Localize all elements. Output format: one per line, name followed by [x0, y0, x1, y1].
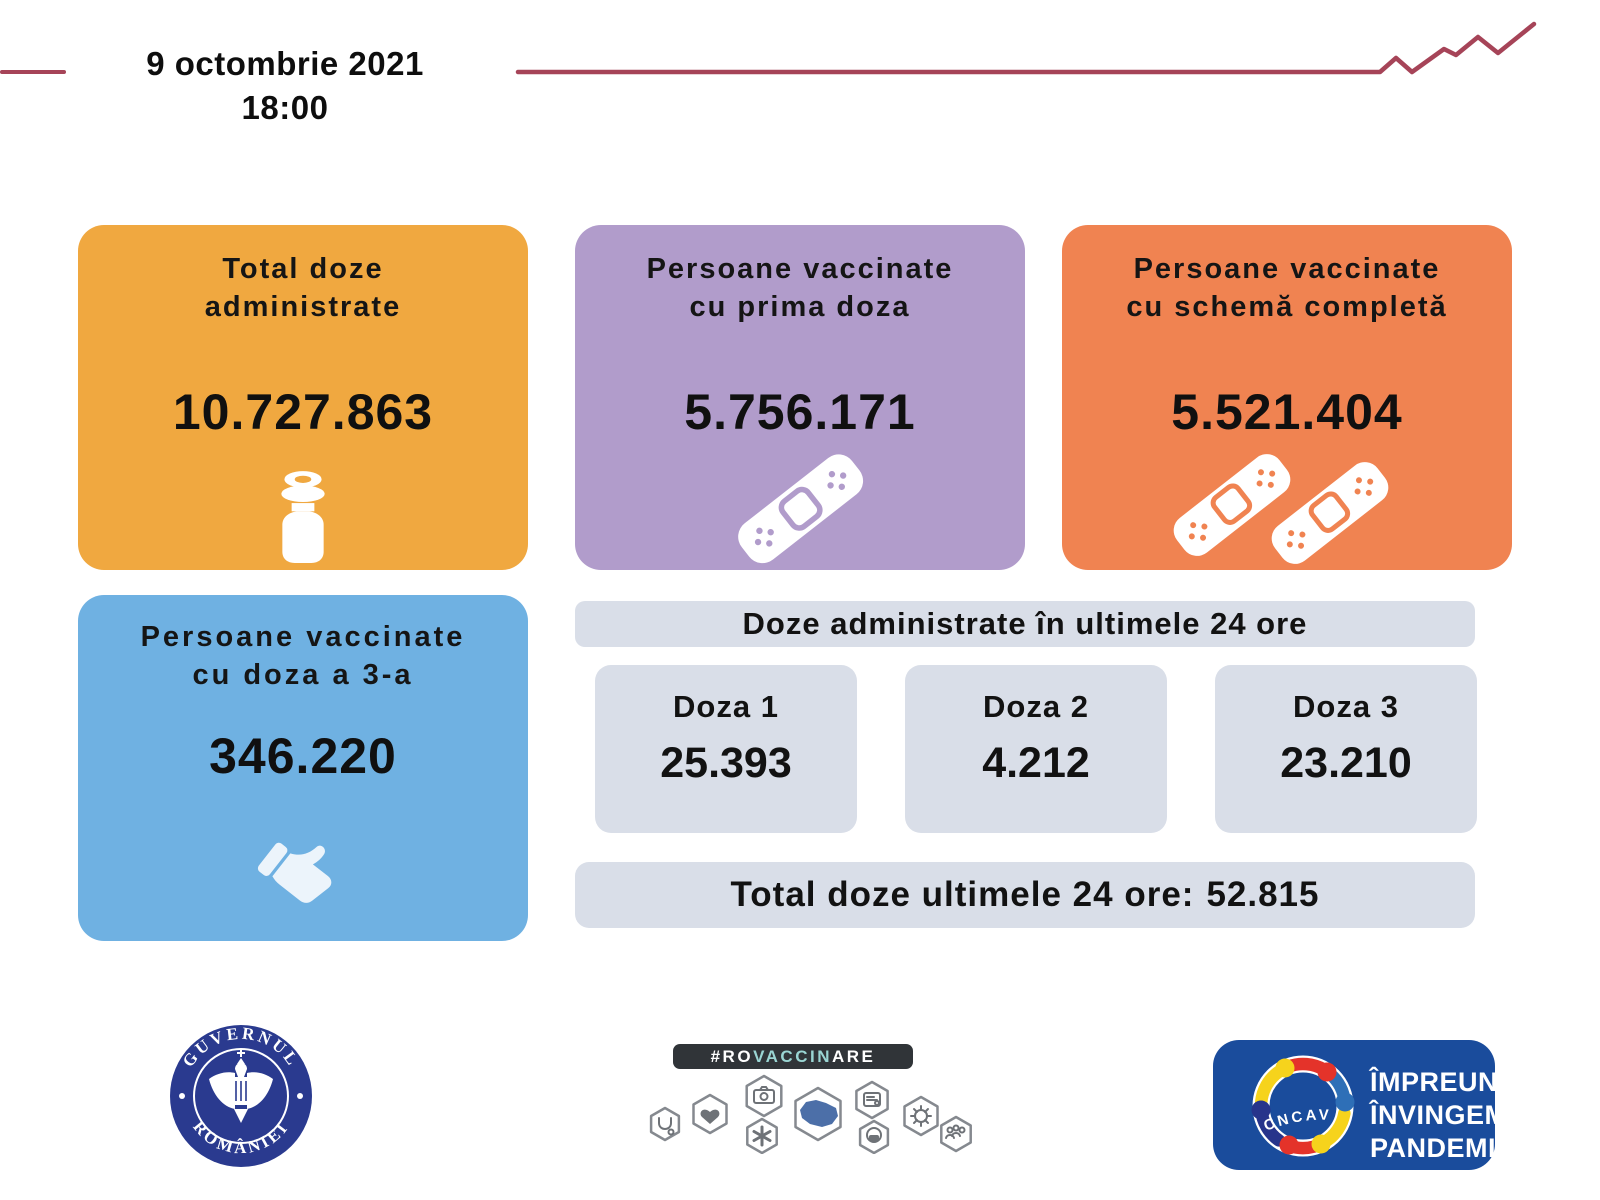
card-first-dose: Persoane vaccinate cu prima doza 5.756.1…	[575, 225, 1025, 570]
double-bandage-icon	[1062, 443, 1512, 568]
virus-hexagon	[903, 1095, 939, 1137]
dose1-value: 25.393	[660, 739, 792, 787]
rovaccinare-hexagon-icons	[649, 1074, 972, 1154]
card-value: 346.220	[209, 728, 397, 784]
last24h-total-label: Total doze ultimele 24 ore:	[730, 875, 1195, 914]
card-title: Persoane vaccinate cu doza a 3-a	[78, 595, 528, 694]
dose3-card: Doza 3 23.210	[1215, 665, 1477, 833]
dose3-value: 23.210	[1280, 739, 1412, 787]
card-title-line: Total doze	[222, 253, 384, 285]
card-third-dose: Persoane vaccinate cu doza a 3-a 346.220	[78, 595, 528, 941]
report-time: 18:00	[241, 88, 329, 126]
cncav-slogan-line: ÎMPREUNĂ	[1370, 1067, 1519, 1097]
bandage-icon	[575, 448, 1025, 568]
last24h-total: Total doze ultimele 24 ore: 52.815	[575, 862, 1475, 928]
last24h-title: Doze administrate în ultimele 24 ore	[575, 601, 1475, 647]
card-total-doses: Total doze administrate 10.727.863	[78, 225, 528, 570]
red-accent-line-left	[0, 70, 66, 74]
card-title-line: cu schemă completă	[1126, 290, 1448, 323]
eagle-shield-detail	[235, 1081, 247, 1101]
last24h-total-value: 52.815	[1206, 875, 1320, 914]
card-value: 5.756.171	[684, 384, 916, 440]
vaccine-vial-icon	[78, 469, 528, 564]
card-title-line: administrate	[204, 290, 402, 323]
stethoscope-hexagon	[649, 1106, 681, 1142]
dose2-value: 4.212	[982, 739, 1090, 787]
camera-hexagon	[745, 1074, 783, 1118]
cncav-logo: CNCAV	[1213, 1040, 1495, 1170]
dose3-label: Doza 3	[1293, 689, 1399, 724]
report-datetime: 9 octombrie 2021 18:00	[100, 42, 470, 129]
dose1-card: Doza 1 25.393	[595, 665, 857, 833]
report-date: 9 octombrie 2021	[146, 45, 424, 82]
card-title-line: Persoane vaccinate	[140, 621, 466, 653]
thumbs-up-icon	[78, 829, 528, 933]
trend-line-decoration	[515, 21, 1537, 75]
dose2-card: Doza 2 4.212	[905, 665, 1167, 833]
card-title: Total doze administrate	[78, 225, 528, 326]
dose1-label: Doza 1	[673, 689, 779, 724]
cncav-people-heads	[1251, 1058, 1355, 1155]
rovaccinare-suffix: ARE	[831, 1046, 876, 1066]
card-value: 10.727.863	[172, 384, 434, 440]
card-title-line: cu prima doza	[689, 290, 911, 323]
cncav-slogan: ÎMPREUNĂ ÎNVINGEM PANDEMIA	[1370, 1066, 1519, 1165]
government-of-romania-logo: GUVERNUL ROMÂNIEI	[170, 1024, 312, 1167]
card-title-line: Persoane vaccinate	[646, 253, 954, 285]
card-title-line: cu doza a 3-a	[192, 658, 414, 691]
dose2-label: Doza 2	[983, 689, 1089, 724]
card-title: Persoane vaccinate cu prima doza	[575, 225, 1025, 326]
card-title: Persoane vaccinate cu schemă completă	[1062, 225, 1512, 326]
rovaccinare-highlight: VACCIN	[753, 1046, 832, 1066]
rovaccinare-prefix: #RO	[710, 1046, 754, 1066]
card-full-scheme: Persoane vaccinate cu schemă completă 5.…	[1062, 225, 1512, 570]
cncav-slogan-line: ÎNVINGEM	[1370, 1099, 1508, 1130]
card-title-line: Persoane vaccinate	[1133, 253, 1441, 285]
card-value: 5.521.404	[1171, 384, 1403, 440]
rovaccinare-banner: #RO VACCIN ARE	[673, 1044, 913, 1069]
cncav-slogan-line: PANDEMIA	[1370, 1132, 1517, 1163]
